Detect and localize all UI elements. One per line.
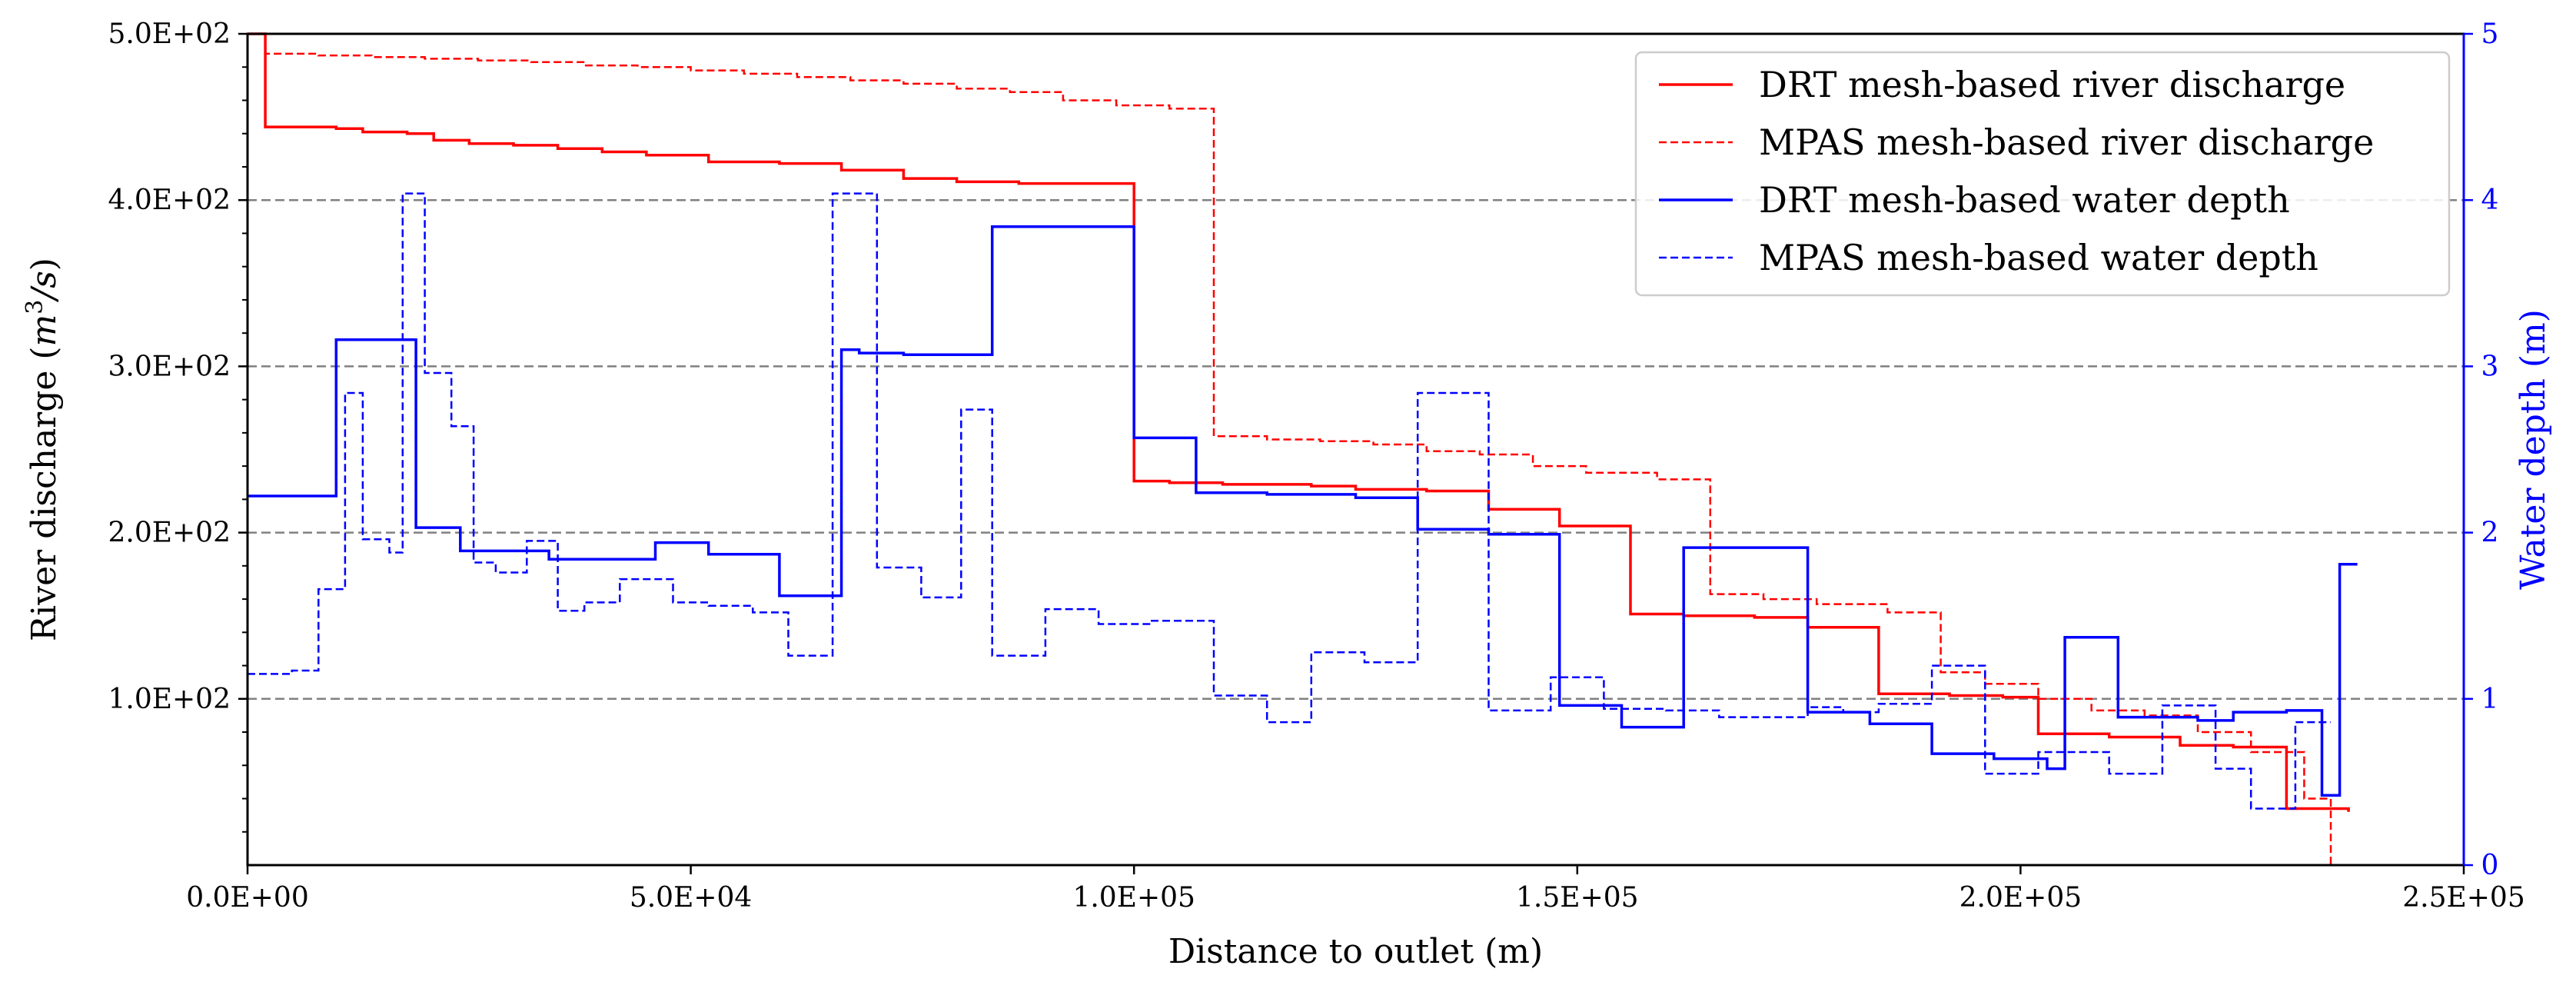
y-right-tick-label: 0 xyxy=(2481,850,2499,881)
x-tick-label: 1.5E+05 xyxy=(1516,882,1639,914)
y-right-axis-title: Water depth (m) xyxy=(2514,309,2553,590)
series-line-3 xyxy=(248,225,2358,797)
x-tick-label: 0.0E+00 xyxy=(186,882,309,914)
y-left-title-unit-base: m xyxy=(25,315,64,347)
y-right-tick-label: 3 xyxy=(2481,351,2499,382)
y-right-tick-label: 2 xyxy=(2481,518,2499,549)
series-line-2 xyxy=(248,32,2332,865)
x-tick-label: 5.0E+04 xyxy=(630,882,753,914)
y-right-tick-label: 5 xyxy=(2481,18,2499,50)
y-left-title-unit-sup: 3 xyxy=(22,300,48,315)
x-tick-label: 2.0E+05 xyxy=(1959,882,2082,914)
legend-label: DRT mesh-based water depth xyxy=(1759,179,2290,221)
x-tick-label: 1.0E+05 xyxy=(1072,882,1195,914)
y-left-tick-label: 1.0E+02 xyxy=(108,684,231,715)
y-left-title-close: ) xyxy=(25,258,64,271)
y-left-title-main: River discharge ( xyxy=(25,346,64,641)
y-right-tick-label: 1 xyxy=(2481,684,2499,715)
y-left-tick-label: 2.0E+02 xyxy=(108,518,231,549)
legend-label: MPAS mesh-based water depth xyxy=(1759,237,2318,278)
y-left-tick-label: 5.0E+02 xyxy=(108,18,231,50)
x-axis-title: Distance to outlet (m) xyxy=(1168,932,1543,971)
y-left-tick-label: 4.0E+02 xyxy=(108,185,231,216)
legend-box xyxy=(1634,51,2451,297)
series-line-4 xyxy=(248,192,2331,810)
legend: DRT mesh-based river discharge MPAS mesh-… xyxy=(1634,51,2451,297)
axes: 0.0E+00 5.0E+04 1.0E+05 1.5E+05 2.0E+05 2.5E+… xyxy=(108,18,2524,914)
x-tick-label: 2.5E+05 xyxy=(2402,882,2525,914)
legend-label: MPAS mesh-based river discharge xyxy=(1759,122,2374,163)
y-left-tick-label: 3.0E+02 xyxy=(108,351,231,382)
y-left-title-unit-tail: /s xyxy=(25,271,64,302)
plot-area xyxy=(248,32,2358,865)
legend-label: DRT mesh-based river discharge xyxy=(1759,64,2345,105)
y-right-tick-label: 4 xyxy=(2481,185,2499,216)
y-left-axis-title: River discharge (m3/s) xyxy=(22,258,65,641)
